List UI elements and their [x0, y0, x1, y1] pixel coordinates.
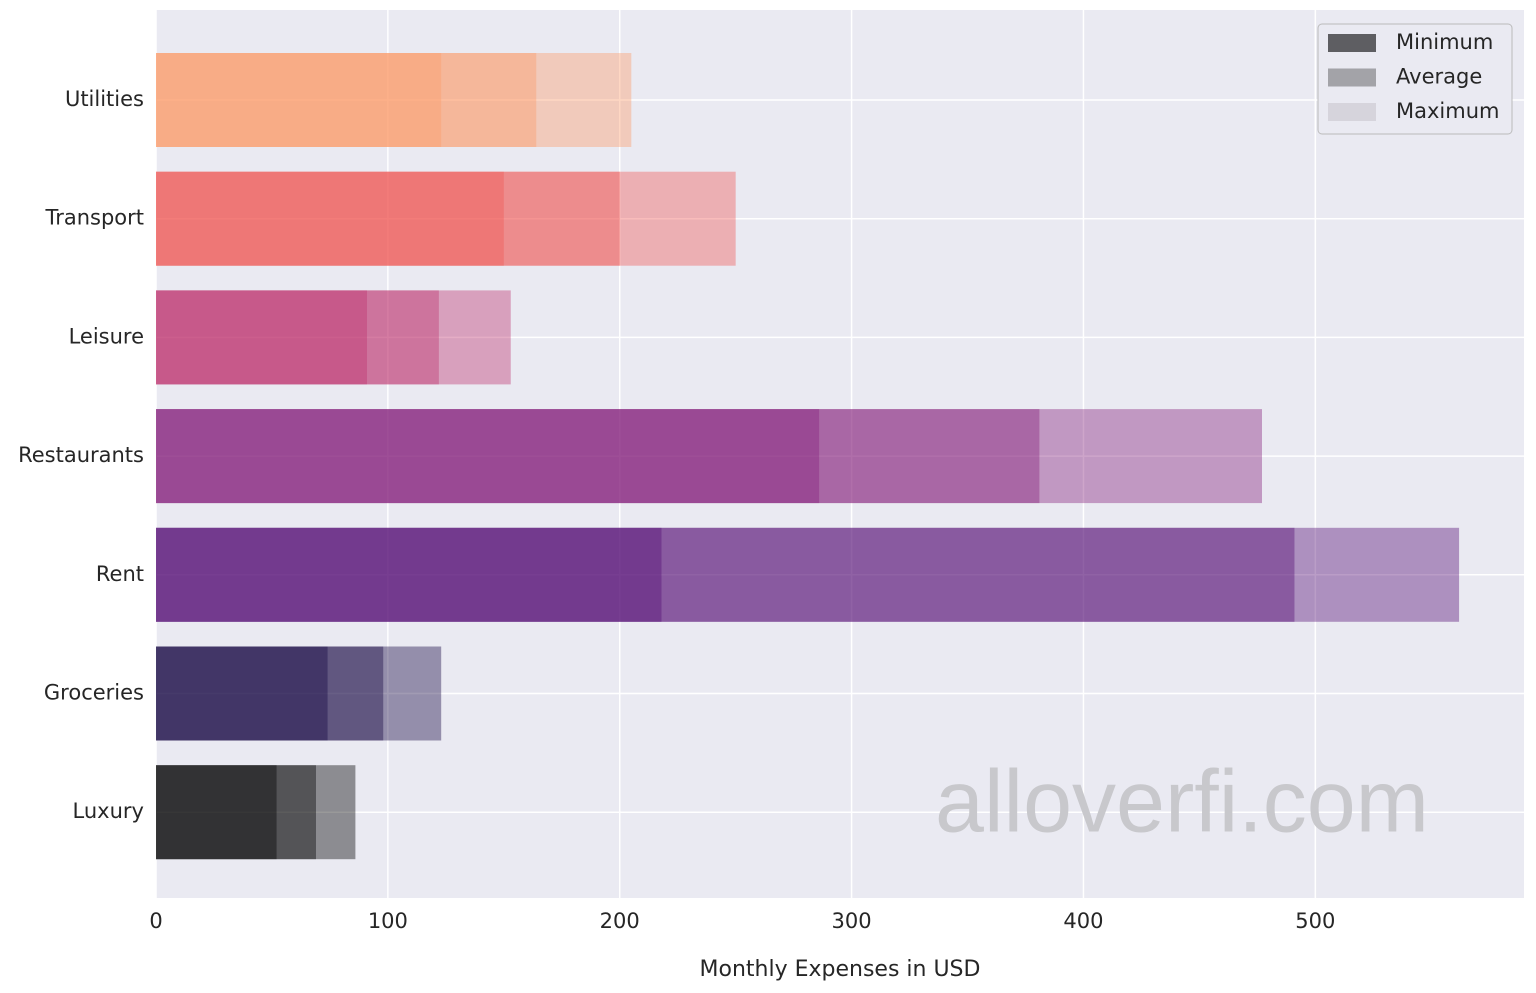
bar	[156, 646, 384, 741]
bar	[156, 646, 442, 741]
bar	[156, 527, 1295, 622]
bar	[156, 646, 328, 741]
x-tick-label: 200	[600, 909, 640, 933]
bar	[156, 290, 439, 385]
bar	[156, 527, 662, 622]
x-tick-label: 300	[832, 909, 872, 933]
bar	[156, 527, 1460, 622]
bar	[156, 171, 736, 266]
bar	[156, 409, 1262, 504]
bar	[156, 53, 537, 147]
legend-swatch	[1328, 34, 1376, 52]
x-tick-label: 0	[149, 909, 162, 933]
y-tick-label: Restaurants	[18, 443, 144, 467]
x-tick-label: 500	[1295, 909, 1335, 933]
bar	[156, 290, 367, 385]
bar	[156, 171, 620, 266]
watermark: alloverfi.com	[935, 751, 1429, 850]
legend-label: Minimum	[1396, 30, 1493, 54]
x-axis-label: Monthly Expenses in USD	[700, 957, 981, 982]
legend-swatch	[1328, 103, 1376, 121]
bar	[156, 765, 277, 860]
bar	[156, 765, 316, 860]
bar	[156, 290, 511, 385]
legend-label: Maximum	[1396, 99, 1499, 123]
legend-swatch	[1328, 68, 1376, 87]
y-tick-label: Leisure	[69, 324, 144, 348]
legend: Minimum Average Maximum	[1317, 23, 1513, 135]
plot-area	[156, 10, 1524, 898]
y-tick-label: Utilities	[65, 87, 144, 111]
bar	[156, 765, 356, 860]
y-tick-label: Rent	[96, 562, 144, 586]
y-tick-label: Luxury	[73, 799, 144, 823]
bar	[156, 409, 1040, 504]
x-tick-label: 100	[368, 909, 408, 933]
bar	[156, 171, 504, 266]
bar	[156, 53, 632, 147]
bar	[156, 409, 820, 504]
y-tick-label: Transport	[44, 206, 144, 230]
y-tick-label: Groceries	[44, 681, 144, 705]
x-tick-label: 400	[1063, 909, 1103, 933]
bar	[156, 53, 442, 147]
legend-label: Average	[1396, 65, 1482, 89]
